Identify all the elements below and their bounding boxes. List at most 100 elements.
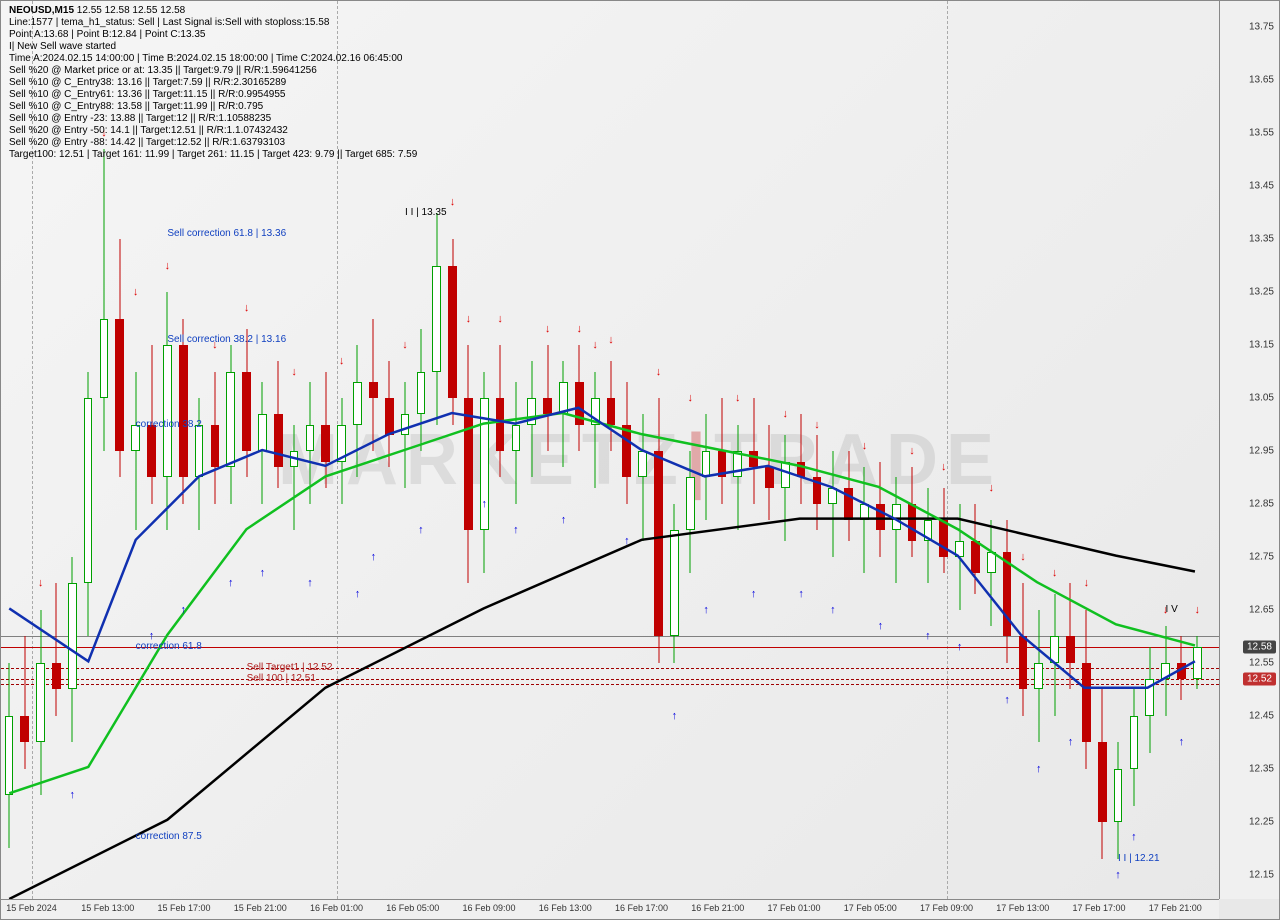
- x-tick: 16 Feb 13:00: [539, 903, 592, 913]
- info-line: Point A:13.68 | Point B:12.84 | Point C:…: [9, 29, 417, 41]
- x-tick: 16 Feb 21:00: [691, 903, 744, 913]
- candle: [1130, 689, 1139, 805]
- candle: [464, 345, 473, 583]
- down-arrow-icon: ↓: [543, 324, 553, 334]
- candle: [559, 361, 568, 467]
- candle: [242, 329, 251, 477]
- candle: [860, 467, 869, 573]
- down-arrow-icon: ↓: [907, 446, 917, 456]
- up-arrow-icon: ↑: [955, 642, 965, 652]
- candle: [512, 382, 521, 504]
- price-tag: 12.58: [1243, 640, 1276, 653]
- x-tick: 17 Feb 21:00: [1149, 903, 1202, 913]
- candle: [607, 361, 616, 451]
- y-tick: 13.55: [1249, 128, 1274, 139]
- candle: [702, 414, 711, 520]
- up-arrow-icon: ↑: [1002, 695, 1012, 705]
- candle: [496, 345, 505, 477]
- info-line: Sell %10 @ C_Entry61: 13.36 || Target:11…: [9, 89, 417, 101]
- candle: [892, 477, 901, 583]
- candle: [290, 425, 299, 531]
- symbol-header: NEOUSD,M15 12.55 12.58 12.55 12.58: [9, 5, 417, 17]
- down-arrow-icon: ↓: [860, 441, 870, 451]
- up-arrow-icon: ↑: [1176, 737, 1186, 747]
- candle: [448, 239, 457, 424]
- down-arrow-icon: ↓: [337, 356, 347, 366]
- up-arrow-icon: ↑: [622, 536, 632, 546]
- price-tag: 12.52: [1243, 672, 1276, 685]
- info-line: I| New Sell wave started: [9, 41, 417, 53]
- up-arrow-icon: ↑: [352, 589, 362, 599]
- candle: [622, 382, 631, 504]
- chart-annotation: I V: [1166, 604, 1178, 615]
- candle: [543, 345, 552, 451]
- candle: [68, 557, 77, 742]
- candle: [924, 488, 933, 583]
- x-tick: 16 Feb 05:00: [386, 903, 439, 913]
- x-axis: 15 Feb 202415 Feb 13:0015 Feb 17:0015 Fe…: [1, 899, 1219, 919]
- candle: [1034, 610, 1043, 742]
- down-arrow-icon: ↓: [162, 261, 172, 271]
- chart-annotation: Sell 100 | 12.51: [247, 673, 316, 684]
- info-panel: NEOUSD,M15 12.55 12.58 12.55 12.58 Line:…: [9, 5, 417, 161]
- down-arrow-icon: ↓: [448, 197, 458, 207]
- y-tick: 13.75: [1249, 22, 1274, 33]
- down-arrow-icon: ↓: [400, 340, 410, 350]
- y-tick: 12.35: [1249, 763, 1274, 774]
- candle: [353, 345, 362, 477]
- candle: [749, 398, 758, 504]
- candle: [876, 462, 885, 557]
- down-arrow-icon: ↓: [812, 420, 822, 430]
- down-arrow-icon: ↓: [685, 393, 695, 403]
- y-tick: 12.85: [1249, 498, 1274, 509]
- candle: [1145, 647, 1154, 753]
- x-tick: 15 Feb 13:00: [81, 903, 134, 913]
- candle: [718, 398, 727, 504]
- up-arrow-icon: ↑: [178, 605, 188, 615]
- up-arrow-icon: ↑: [701, 605, 711, 615]
- x-tick: 16 Feb 09:00: [462, 903, 515, 913]
- candle: [84, 372, 93, 637]
- candle: [797, 414, 806, 504]
- candle: [432, 213, 441, 425]
- up-arrow-icon: ↑: [257, 568, 267, 578]
- y-tick: 12.55: [1249, 657, 1274, 668]
- candle: [163, 292, 172, 530]
- up-arrow-icon: ↑: [416, 525, 426, 535]
- y-tick: 12.15: [1249, 869, 1274, 880]
- chart-annotation: correction 61.8: [136, 641, 202, 652]
- x-tick: 15 Feb 17:00: [157, 903, 210, 913]
- info-line: Time A:2024.02.15 14:00:00 | Time B:2024…: [9, 53, 417, 65]
- x-tick: 16 Feb 17:00: [615, 903, 668, 913]
- x-tick: 15 Feb 21:00: [234, 903, 287, 913]
- down-arrow-icon: ↓: [1018, 552, 1028, 562]
- up-arrow-icon: ↑: [1113, 870, 1123, 880]
- candle: [179, 319, 188, 504]
- down-arrow-icon: ↓: [780, 409, 790, 419]
- down-arrow-icon: ↓: [654, 367, 664, 377]
- down-arrow-icon: ↓: [463, 314, 473, 324]
- candle: [36, 610, 45, 795]
- vertical-gridline: [947, 1, 948, 899]
- candle: [1193, 636, 1202, 689]
- up-arrow-icon: ↑: [875, 621, 885, 631]
- down-arrow-icon: ↓: [733, 393, 743, 403]
- candle: [591, 372, 600, 488]
- candle: [258, 382, 267, 504]
- down-arrow-icon: ↓: [495, 314, 505, 324]
- up-arrow-icon: ↑: [226, 578, 236, 588]
- up-arrow-icon: ↑: [749, 589, 759, 599]
- candle: [813, 435, 822, 530]
- candle: [670, 504, 679, 663]
- up-arrow-icon: ↑: [147, 631, 157, 641]
- candle: [955, 504, 964, 610]
- candle: [1019, 583, 1028, 715]
- candle: [401, 382, 410, 488]
- y-tick: 12.25: [1249, 816, 1274, 827]
- down-arrow-icon: ↓: [590, 340, 600, 350]
- chart-annotation: Sell correction 61.8 | 13.36: [167, 228, 286, 239]
- candle: [1066, 583, 1075, 689]
- candle: [115, 239, 124, 477]
- candle: [321, 372, 330, 488]
- candle: [844, 451, 853, 541]
